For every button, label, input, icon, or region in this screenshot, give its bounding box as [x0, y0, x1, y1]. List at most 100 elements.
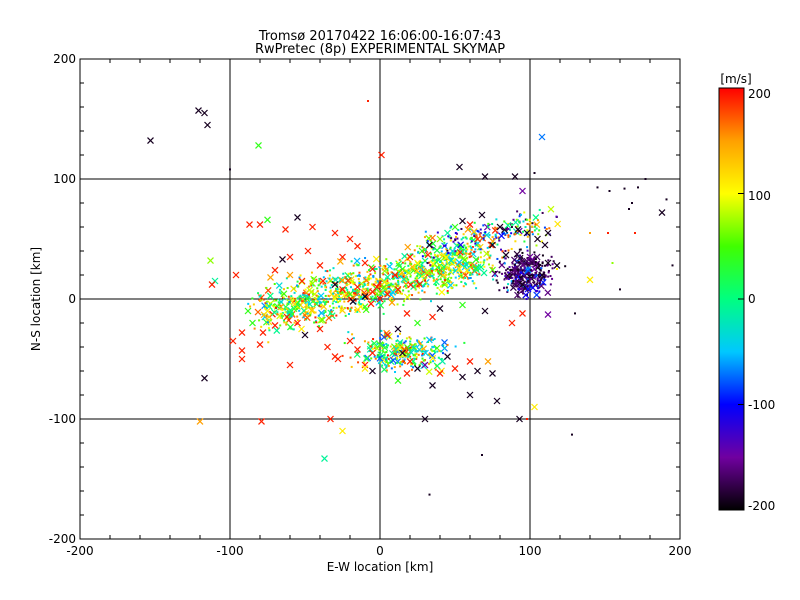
scatter-point [541, 241, 549, 249]
scatter-point [429, 338, 432, 341]
scatter-point [493, 397, 501, 405]
scatter-point [549, 275, 552, 278]
scatter-point [284, 311, 287, 314]
scatter-point [479, 228, 482, 231]
scatter-point [525, 233, 528, 236]
scatter-point [267, 273, 274, 281]
scatter-point [521, 264, 524, 267]
scatter-point [459, 271, 462, 274]
scatter-point [538, 296, 541, 299]
scatter-point [423, 359, 426, 362]
scatter-point [436, 255, 439, 258]
scatter-point [404, 272, 407, 275]
scatter-point [388, 349, 396, 357]
scatter-point [339, 309, 342, 312]
scatter-point [416, 277, 419, 280]
scatter-point [423, 269, 431, 277]
grid-lines [80, 59, 680, 539]
scatter-point [425, 276, 428, 279]
scatter-point [450, 225, 453, 228]
scatter-point [644, 178, 647, 180]
scatter-point [424, 254, 427, 257]
scatter-point [296, 280, 299, 283]
data-points [147, 100, 674, 496]
scatter-point [302, 292, 305, 295]
scatter-point [421, 289, 424, 292]
scatter-point [324, 286, 327, 289]
scatter-point [442, 283, 445, 286]
scatter-point [516, 261, 519, 264]
scatter-point [455, 235, 458, 238]
scatter-point [416, 245, 419, 248]
scatter-point [285, 321, 288, 324]
scatter-point [275, 282, 283, 290]
scatter-point [522, 287, 525, 290]
scatter-point [407, 269, 410, 272]
scatter-point [299, 297, 302, 300]
scatter-point [464, 282, 467, 285]
scatter-point [264, 307, 271, 315]
scatter-point [501, 256, 504, 259]
scatter-point [527, 279, 530, 282]
scatter-point [298, 276, 301, 279]
scatter-point [369, 349, 376, 357]
scatter-point [299, 274, 302, 277]
scatter-point [366, 278, 369, 281]
scatter-point [418, 260, 421, 263]
scatter-point [479, 251, 482, 254]
scatter-point [543, 273, 546, 276]
scatter-point [399, 360, 402, 363]
scatter-point [372, 274, 375, 277]
scatter-point [385, 267, 388, 270]
scatter-point [519, 233, 522, 236]
scatter-point [448, 266, 451, 269]
scatter-point [538, 282, 541, 285]
scatter-point [353, 281, 356, 284]
scatter-point [531, 225, 534, 228]
scatter-point [439, 271, 447, 279]
scatter-point [551, 263, 554, 266]
scatter-point [284, 308, 287, 311]
scatter-point [442, 344, 445, 347]
scatter-point [518, 257, 526, 265]
scatter-point [391, 271, 399, 279]
scatter-point [516, 210, 519, 213]
scatter-point [449, 269, 452, 272]
scatter-point [498, 271, 501, 274]
scatter-point [447, 278, 450, 281]
scatter-point [320, 304, 323, 307]
scatter-point [462, 248, 465, 251]
scatter-point [362, 355, 370, 363]
scatter-point [367, 100, 369, 102]
scatter-point [505, 228, 508, 231]
scatter-point [484, 357, 492, 365]
scatter-point [396, 350, 399, 353]
scatter-point [331, 314, 334, 317]
scatter-point [372, 276, 375, 279]
scatter-point [439, 245, 442, 248]
scatter-point [417, 367, 420, 370]
scatter-point [298, 295, 301, 298]
scatter-point [363, 340, 366, 343]
scatter-point [352, 292, 355, 295]
scatter-point [514, 225, 522, 233]
scatter-point [380, 329, 383, 332]
scatter-point [424, 282, 427, 285]
scatter-point [531, 231, 534, 234]
scatter-point [429, 264, 432, 267]
scatter-point [421, 415, 429, 423]
scatter-point [410, 368, 413, 371]
scatter-point [196, 417, 204, 425]
scatter-point [533, 251, 536, 254]
scatter-point [509, 273, 512, 276]
scatter-point [258, 319, 261, 322]
scatter-point [426, 240, 429, 243]
scatter-point [478, 273, 481, 276]
scatter-point [338, 305, 341, 308]
scatter-point [409, 340, 412, 343]
scatter-point [503, 278, 506, 281]
scatter-point [463, 272, 466, 275]
scatter-point [452, 267, 460, 275]
scatter-point [293, 291, 296, 294]
scatter-point [347, 313, 350, 316]
